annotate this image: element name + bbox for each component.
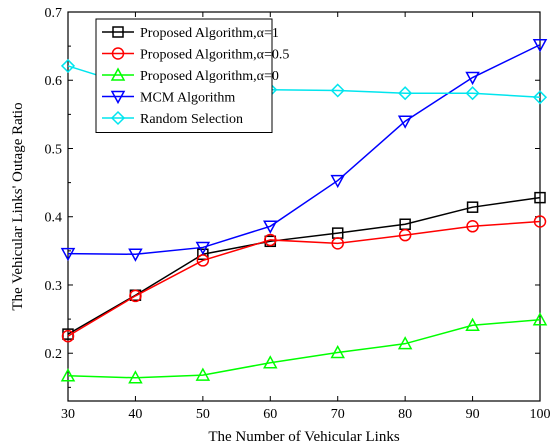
data-point — [129, 289, 142, 303]
y-axis-title: The Vehicular Links' Outage Ratio — [10, 102, 26, 310]
x-tick-label: 100 — [530, 407, 550, 422]
data-point — [331, 237, 344, 250]
data-point — [465, 71, 480, 86]
y-tick-label: 0.5 — [45, 142, 63, 157]
legend-label: Proposed Algorithm,α=0.5 — [140, 48, 289, 63]
data-point — [532, 312, 548, 326]
data-point — [465, 86, 480, 101]
x-tick-label: 60 — [263, 407, 277, 422]
x-axis-title: The Number of Vehicular Links — [208, 429, 400, 445]
legend-label: MCM Algorithm — [140, 91, 235, 106]
data-point — [264, 233, 277, 247]
series-line — [67, 44, 541, 256]
data-point — [532, 90, 548, 105]
series-line — [67, 319, 541, 379]
plot-frame — [67, 11, 541, 402]
data-point — [398, 86, 413, 101]
data-point — [330, 83, 345, 98]
legend-label: Proposed Algorithm,α=0 — [140, 69, 279, 84]
data-point — [533, 215, 547, 228]
data-point — [60, 58, 76, 73]
data-point — [263, 355, 278, 369]
x-tick-label: 40 — [128, 407, 142, 422]
data-point — [466, 201, 479, 213]
data-point — [263, 220, 278, 234]
y-tick-label: 0.7 — [45, 6, 63, 21]
data-point — [397, 336, 413, 350]
x-tick-label: 30 — [61, 407, 75, 422]
legend-marker — [112, 26, 124, 38]
data-point — [397, 115, 413, 129]
data-point — [534, 191, 546, 204]
y-tick-label: 0.3 — [45, 279, 63, 294]
x-tick-label: 80 — [398, 407, 412, 422]
data-point — [60, 247, 76, 262]
data-point — [61, 329, 75, 343]
data-point — [128, 248, 143, 262]
y-tick-label: 0.4 — [45, 211, 63, 226]
data-point — [532, 39, 548, 53]
data-point — [60, 368, 76, 382]
data-point — [128, 370, 143, 384]
series-line — [67, 220, 541, 337]
legend-marker — [110, 67, 126, 81]
legend-label: Proposed Algorithm,α=1 — [140, 26, 279, 41]
legend-label: Random Selection — [140, 112, 243, 127]
legend-marker — [110, 90, 126, 105]
data-point — [330, 344, 345, 359]
series-line — [67, 196, 541, 335]
data-point — [465, 317, 480, 331]
y-tick-label: 0.2 — [45, 347, 63, 362]
data-point — [330, 174, 345, 189]
x-tick-label: 50 — [196, 407, 210, 422]
data-point — [195, 367, 211, 381]
data-point — [466, 220, 479, 233]
data-point — [398, 228, 412, 242]
legend-marker — [111, 47, 125, 60]
data-point — [195, 241, 211, 256]
data-point — [197, 248, 209, 261]
x-tick-label: 90 — [466, 407, 480, 422]
legend-marker — [110, 110, 126, 126]
y-tick-label: 0.6 — [45, 74, 63, 89]
x-tick-label: 70 — [331, 407, 345, 422]
